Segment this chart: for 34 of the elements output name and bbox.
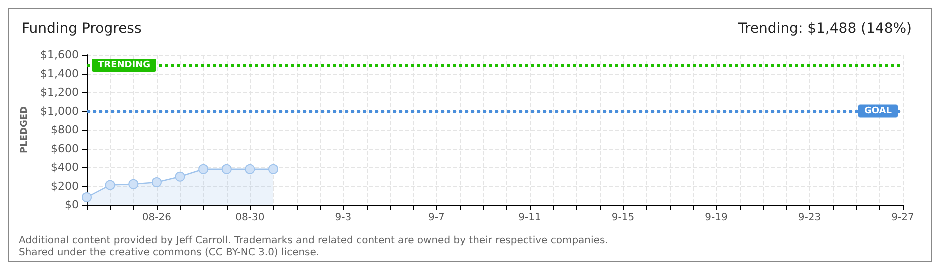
point: [198, 164, 209, 174]
x-tick-label: 9-19: [705, 212, 728, 224]
point: [82, 192, 92, 202]
point: [268, 164, 279, 174]
y-tick-label: $1,400: [40, 67, 79, 80]
chart-subtitle: Trending: $1,488 (148%): [737, 21, 912, 37]
point: [152, 178, 162, 188]
ref-line-label: GOAL: [864, 106, 892, 116]
point: [175, 172, 186, 182]
x-tick-label: 9-15: [612, 212, 635, 224]
point: [105, 180, 116, 190]
x-tick-label: 08-26: [142, 212, 172, 224]
ref-line-label: TRENDING: [98, 60, 150, 70]
y-tick-label: $600: [51, 142, 79, 156]
x-tick-label: 9-11: [518, 212, 542, 224]
y-tick-label: $1,200: [40, 86, 79, 99]
y-axis-title: PLEDGED: [20, 106, 30, 154]
x-tick-label: 08-30: [236, 212, 265, 224]
y-tick-label: $400: [51, 161, 79, 174]
x-tick-label: 9-3: [335, 212, 352, 224]
text: Additional content provided by Jeff Carroll. Trademarks and related content are owned by their respective companies.: [19, 236, 608, 246]
x-tick-label: 9-23: [798, 212, 822, 224]
point: [245, 164, 256, 174]
y-tick-label: $200: [51, 180, 79, 193]
text: Shared under the creative commons (CC BY-NC 3.0) license.: [19, 248, 320, 258]
chart-title: Funding Progress: [22, 21, 142, 37]
point: [128, 179, 139, 190]
y-tick-label: $1,600: [40, 48, 79, 62]
y-tick-label: $1,000: [40, 104, 79, 118]
point: [222, 164, 232, 174]
y-tick-label: $0: [65, 198, 79, 212]
x-tick-label: 9-27: [892, 212, 914, 224]
x-tick-label: 9-7: [428, 212, 445, 224]
y-tick-label: $800: [51, 124, 79, 136]
